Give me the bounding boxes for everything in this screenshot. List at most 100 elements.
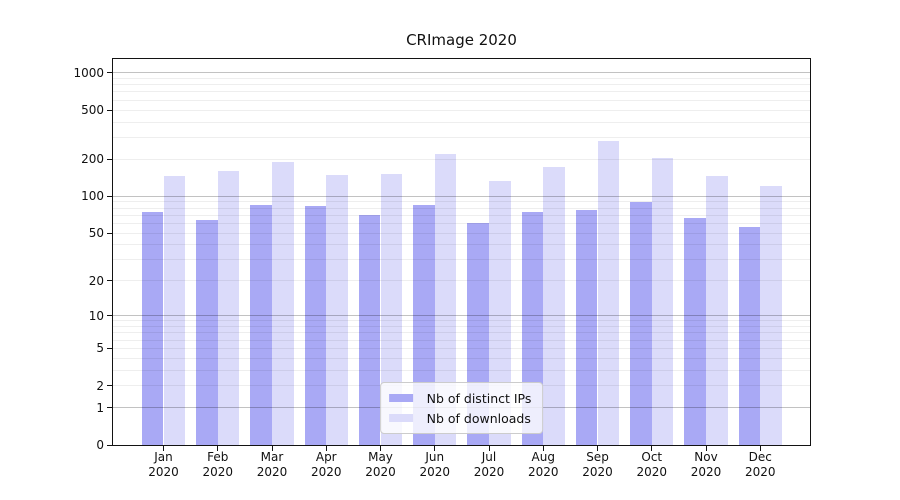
y-tick-label: 50 xyxy=(88,226,104,241)
gridline-minor xyxy=(113,201,810,203)
x-tick-label: Dec 2020 xyxy=(728,450,792,480)
x-tick-year: 2020 xyxy=(582,465,613,479)
gridline-minor xyxy=(113,109,810,111)
x-tick-year: 2020 xyxy=(636,465,668,479)
gridline-minor xyxy=(113,320,810,322)
bar-distinct-ips xyxy=(738,227,761,445)
gridline-minor xyxy=(113,77,810,79)
x-tick-year: 2020 xyxy=(473,465,505,479)
x-tick-year: 2020 xyxy=(744,465,776,479)
gridline-major xyxy=(113,72,810,74)
legend: Nb of distinct IPs Nb of downloads xyxy=(379,382,544,434)
x-tick-month: Sep xyxy=(586,450,609,464)
gridline-minor xyxy=(113,91,810,93)
x-tick-label: Jul 2020 xyxy=(457,450,521,480)
x-tick-month: Dec xyxy=(748,450,772,464)
y-tick-label: 200 xyxy=(81,152,104,167)
y-axis-tick xyxy=(107,109,112,111)
y-axis-tick xyxy=(107,158,112,160)
bar-downloads xyxy=(272,162,294,445)
gridline-minor xyxy=(113,339,810,341)
x-tick-month: Aug xyxy=(531,450,555,464)
x-tick-label: May 2020 xyxy=(349,450,413,480)
x-tick-label: Sep 2020 xyxy=(566,450,630,480)
x-axis-tick xyxy=(705,446,707,451)
legend-swatch-downloads xyxy=(388,414,413,422)
x-axis-tick xyxy=(759,446,761,451)
y-tick-label: 20 xyxy=(88,273,104,288)
x-tick-year: 2020 xyxy=(365,465,396,479)
bar-distinct-ips xyxy=(196,220,218,445)
x-tick-month: Feb xyxy=(207,450,229,464)
gridline-minor xyxy=(113,84,810,86)
x-tick-year: 2020 xyxy=(419,465,451,479)
x-tick-year: 2020 xyxy=(202,465,234,479)
bar-downloads xyxy=(380,173,403,445)
bar-distinct-ips xyxy=(304,206,327,445)
legend-item-downloads: Nb of downloads xyxy=(388,408,532,428)
gridline-minor xyxy=(113,158,810,160)
legend-label-distinct-ips: Nb of distinct IPs xyxy=(426,390,532,406)
gridline-minor xyxy=(113,280,810,282)
x-tick-label: Feb 2020 xyxy=(186,450,250,480)
x-tick-label: Jun 2020 xyxy=(403,450,467,480)
grid-layer xyxy=(113,59,810,445)
gridline-major xyxy=(113,195,810,197)
bar-downloads xyxy=(217,170,240,445)
bar-downloads xyxy=(760,186,782,445)
gridline-major xyxy=(113,315,810,317)
x-axis-tick xyxy=(380,446,381,451)
gridline-minor xyxy=(113,357,810,359)
x-axis-tick xyxy=(325,446,327,451)
x-tick-year: 2020 xyxy=(690,465,722,479)
gridline-minor xyxy=(113,207,810,209)
x-axis-tick xyxy=(488,446,490,451)
bar-downloads xyxy=(326,174,348,445)
y-tick-label: 5 xyxy=(96,341,104,356)
y-axis-tick xyxy=(107,72,112,74)
y-axis-tick xyxy=(107,232,112,234)
gridline-minor xyxy=(113,136,810,138)
x-tick-month: Jul xyxy=(481,450,497,464)
bar-distinct-ips xyxy=(575,209,598,445)
x-tick-label: Aug 2020 xyxy=(511,450,575,480)
y-tick-label: 100 xyxy=(81,189,104,204)
x-axis-tick xyxy=(271,446,273,451)
bar-distinct-ips xyxy=(630,201,652,445)
bar-downloads xyxy=(163,176,186,445)
x-tick-label: Mar 2020 xyxy=(240,450,304,480)
x-tick-month: May xyxy=(368,450,393,464)
legend-item-distinct-ips: Nb of distinct IPs xyxy=(388,388,532,408)
y-axis-tick xyxy=(107,444,112,446)
gridline-minor xyxy=(113,347,810,349)
bar-downloads xyxy=(543,167,565,445)
x-tick-year: 2020 xyxy=(310,465,342,479)
y-axis-tick xyxy=(107,315,112,317)
bar-distinct-ips xyxy=(358,215,381,445)
bar-downloads xyxy=(434,153,457,445)
gridline-minor xyxy=(113,232,810,234)
y-tick-label: 500 xyxy=(81,103,104,117)
y-tick-label: 1000 xyxy=(73,65,104,80)
bar-downloads xyxy=(597,141,620,445)
bar-distinct-ips xyxy=(250,204,272,445)
gridline-minor xyxy=(113,259,810,261)
y-tick-label: 10 xyxy=(88,308,104,323)
gridline-minor xyxy=(113,244,810,246)
y-axis-tick xyxy=(107,347,112,349)
x-tick-label: Apr 2020 xyxy=(294,450,358,480)
plot-area: Nb of distinct IPs Nb of downloads xyxy=(112,58,811,446)
x-axis-tick xyxy=(163,446,164,451)
x-axis-tick xyxy=(542,446,544,451)
x-axis-tick xyxy=(651,446,653,451)
x-tick-month: Nov xyxy=(694,450,718,464)
y-axis-tick xyxy=(107,195,112,197)
x-tick-month: Apr xyxy=(315,450,337,464)
y-tick-label: 2 xyxy=(96,378,104,393)
y-axis-tick xyxy=(107,385,112,387)
x-tick-label: Nov 2020 xyxy=(674,450,738,480)
y-tick-label: 1 xyxy=(96,400,104,415)
bar-downloads xyxy=(651,158,674,445)
legend-label-downloads: Nb of downloads xyxy=(426,410,531,426)
